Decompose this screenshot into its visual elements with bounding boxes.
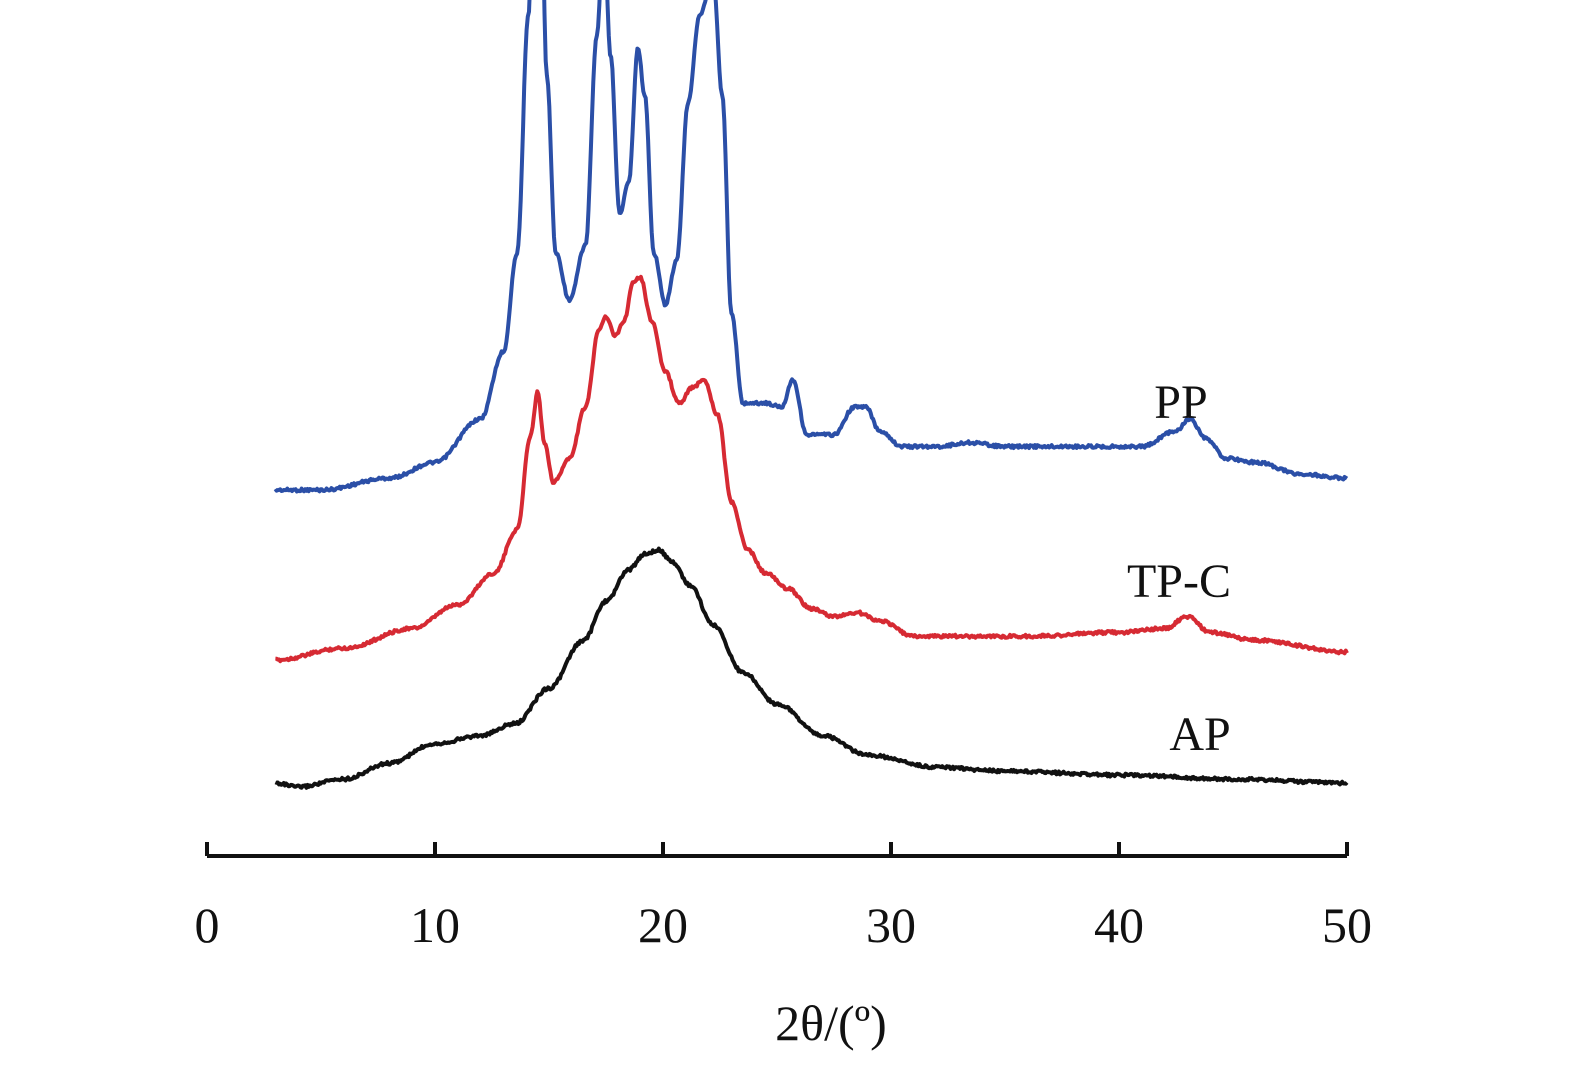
x-tick-label: 20 bbox=[638, 897, 688, 953]
series-label-pp: PP bbox=[1154, 376, 1207, 429]
series-layer bbox=[273, 0, 1349, 790]
x-axis-title: 2θ/(º) bbox=[775, 995, 887, 1051]
x-tick-label: 40 bbox=[1094, 897, 1144, 953]
series-line-ap bbox=[274, 546, 1349, 790]
series-label-layer: PP TP-C AP bbox=[1127, 376, 1231, 761]
x-tick-label: 30 bbox=[866, 897, 916, 953]
x-tick-label: 10 bbox=[410, 897, 460, 953]
series-line-pp bbox=[273, 0, 1349, 494]
series-label-tp-c: TP-C bbox=[1127, 555, 1231, 608]
x-tick-label: 0 bbox=[195, 897, 220, 953]
series-line-tp-c bbox=[274, 274, 1349, 664]
series-label-ap: AP bbox=[1169, 708, 1230, 761]
x-axis: 0 10 20 30 40 50 bbox=[195, 842, 1372, 953]
x-tick-label: 50 bbox=[1322, 897, 1372, 953]
